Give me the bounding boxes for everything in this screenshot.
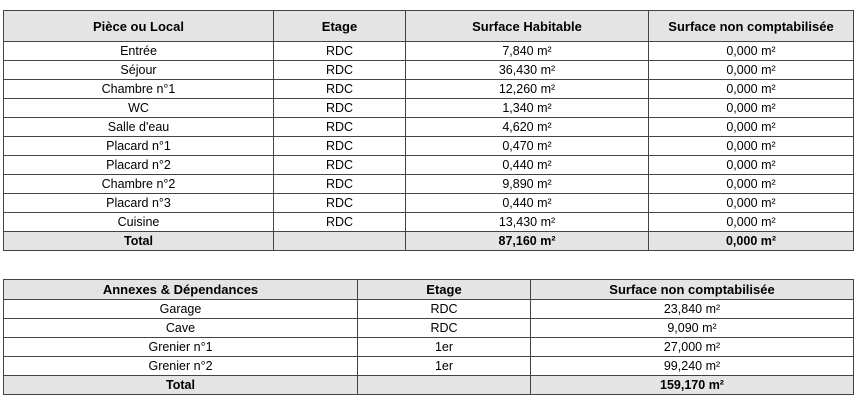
rooms-table: Pièce ou Local Etage Surface Habitable Surf… <box>3 10 854 251</box>
header-cell: Surface non comptabilisée <box>530 279 854 300</box>
header-cell: Surface non comptabilisée <box>648 10 854 42</box>
table-cell: 0,000 m² <box>648 98 854 118</box>
table-cell: 27,000 m² <box>530 337 854 357</box>
table-cell: 7,840 m² <box>405 41 649 61</box>
table-row: Salle d'eau RDC 4,620 m² 0,000 m² <box>3 117 854 137</box>
total-cell: Total <box>3 231 274 251</box>
table-cell: Placard n°1 <box>3 136 274 156</box>
table-cell: 9,090 m² <box>530 318 854 338</box>
table-cell: 12,260 m² <box>405 79 649 99</box>
table-cell: RDC <box>273 212 406 232</box>
table-row: Grenier n°2 1er 99,240 m² <box>3 356 854 376</box>
annexes-table: Annexes & Dépendances Etage Surface non co… <box>3 279 854 395</box>
table-cell: RDC <box>273 155 406 175</box>
total-row: Total 159,170 m² <box>3 375 854 395</box>
header-cell: Surface Habitable <box>405 10 649 42</box>
table-row: Chambre n°1 RDC 12,260 m² 0,000 m² <box>3 79 854 99</box>
table-cell: RDC <box>273 79 406 99</box>
table-body: Annexes & Dépendances Etage Surface non co… <box>3 279 854 395</box>
table-cell: 0,440 m² <box>405 193 649 213</box>
table-cell: 23,840 m² <box>530 299 854 319</box>
table-cell: 1,340 m² <box>405 98 649 118</box>
table-row: Cave RDC 9,090 m² <box>3 318 854 338</box>
table-cell <box>273 231 406 251</box>
table-cell: Placard n°2 <box>3 155 274 175</box>
table-cell: 0,000 m² <box>648 60 854 80</box>
header-cell: Pièce ou Local <box>3 10 274 42</box>
table-cell: 13,430 m² <box>405 212 649 232</box>
table-row: Séjour RDC 36,430 m² 0,000 m² <box>3 60 854 80</box>
table-cell: 0,000 m² <box>648 212 854 232</box>
table-cell: 1er <box>357 337 531 357</box>
table-cell: Grenier n°2 <box>3 356 358 376</box>
table-cell: Entrée <box>3 41 274 61</box>
table-cell: 4,620 m² <box>405 117 649 137</box>
table-cell: 0,000 m² <box>648 174 854 194</box>
table-cell: 0,000 m² <box>648 41 854 61</box>
table-row: WC RDC 1,340 m² 0,000 m² <box>3 98 854 118</box>
total-row: Total 87,160 m² 0,000 m² <box>3 231 854 251</box>
table-cell: RDC <box>273 98 406 118</box>
table-cell: RDC <box>273 193 406 213</box>
table-cell: Placard n°3 <box>3 193 274 213</box>
table-cell: RDC <box>273 117 406 137</box>
table-cell: RDC <box>273 41 406 61</box>
table-cell: Chambre n°2 <box>3 174 274 194</box>
total-cell: 87,160 m² <box>405 231 649 251</box>
table-row: Garage RDC 23,840 m² <box>3 299 854 319</box>
table-cell: RDC <box>273 60 406 80</box>
table-cell: RDC <box>273 174 406 194</box>
table-cell: RDC <box>357 299 531 319</box>
table-body: Pièce ou Local Etage Surface Habitable Surf… <box>3 10 854 251</box>
header-cell: Etage <box>357 279 531 300</box>
header-row: Pièce ou Local Etage Surface Habitable Surf… <box>3 10 854 42</box>
table-cell: Garage <box>3 299 358 319</box>
table-cell: 0,000 m² <box>648 155 854 175</box>
table-cell: RDC <box>273 136 406 156</box>
table-cell: 99,240 m² <box>530 356 854 376</box>
table-cell: 0,000 m² <box>648 79 854 99</box>
table-cell: 1er <box>357 356 531 376</box>
header-cell: Etage <box>273 10 406 42</box>
table-cell: 36,430 m² <box>405 60 649 80</box>
table-cell <box>357 375 531 395</box>
table-row: Grenier n°1 1er 27,000 m² <box>3 337 854 357</box>
table-cell: 0,470 m² <box>405 136 649 156</box>
table-cell: 0,000 m² <box>648 136 854 156</box>
table-cell: Chambre n°1 <box>3 79 274 99</box>
total-cell: 0,000 m² <box>648 231 854 251</box>
table-cell: 0,440 m² <box>405 155 649 175</box>
table-cell: Grenier n°1 <box>3 337 358 357</box>
table-row: Chambre n°2 RDC 9,890 m² 0,000 m² <box>3 174 854 194</box>
header-cell: Annexes & Dépendances <box>3 279 358 300</box>
table-cell: Salle d'eau <box>3 117 274 137</box>
table-cell: WC <box>3 98 274 118</box>
table-row: Cuisine RDC 13,430 m² 0,000 m² <box>3 212 854 232</box>
table-cell: 0,000 m² <box>648 193 854 213</box>
table-cell: Cuisine <box>3 212 274 232</box>
table-cell: Cave <box>3 318 358 338</box>
table-cell: 9,890 m² <box>405 174 649 194</box>
table-cell: 0,000 m² <box>648 117 854 137</box>
table-row: Placard n°2 RDC 0,440 m² 0,000 m² <box>3 155 854 175</box>
table-row: Entrée RDC 7,840 m² 0,000 m² <box>3 41 854 61</box>
table-cell: RDC <box>357 318 531 338</box>
total-cell: Total <box>3 375 358 395</box>
table-row: Placard n°3 RDC 0,440 m² 0,000 m² <box>3 193 854 213</box>
table-row: Placard n°1 RDC 0,470 m² 0,000 m² <box>3 136 854 156</box>
table-cell: Séjour <box>3 60 274 80</box>
total-cell: 159,170 m² <box>530 375 854 395</box>
header-row: Annexes & Dépendances Etage Surface non co… <box>3 279 854 300</box>
